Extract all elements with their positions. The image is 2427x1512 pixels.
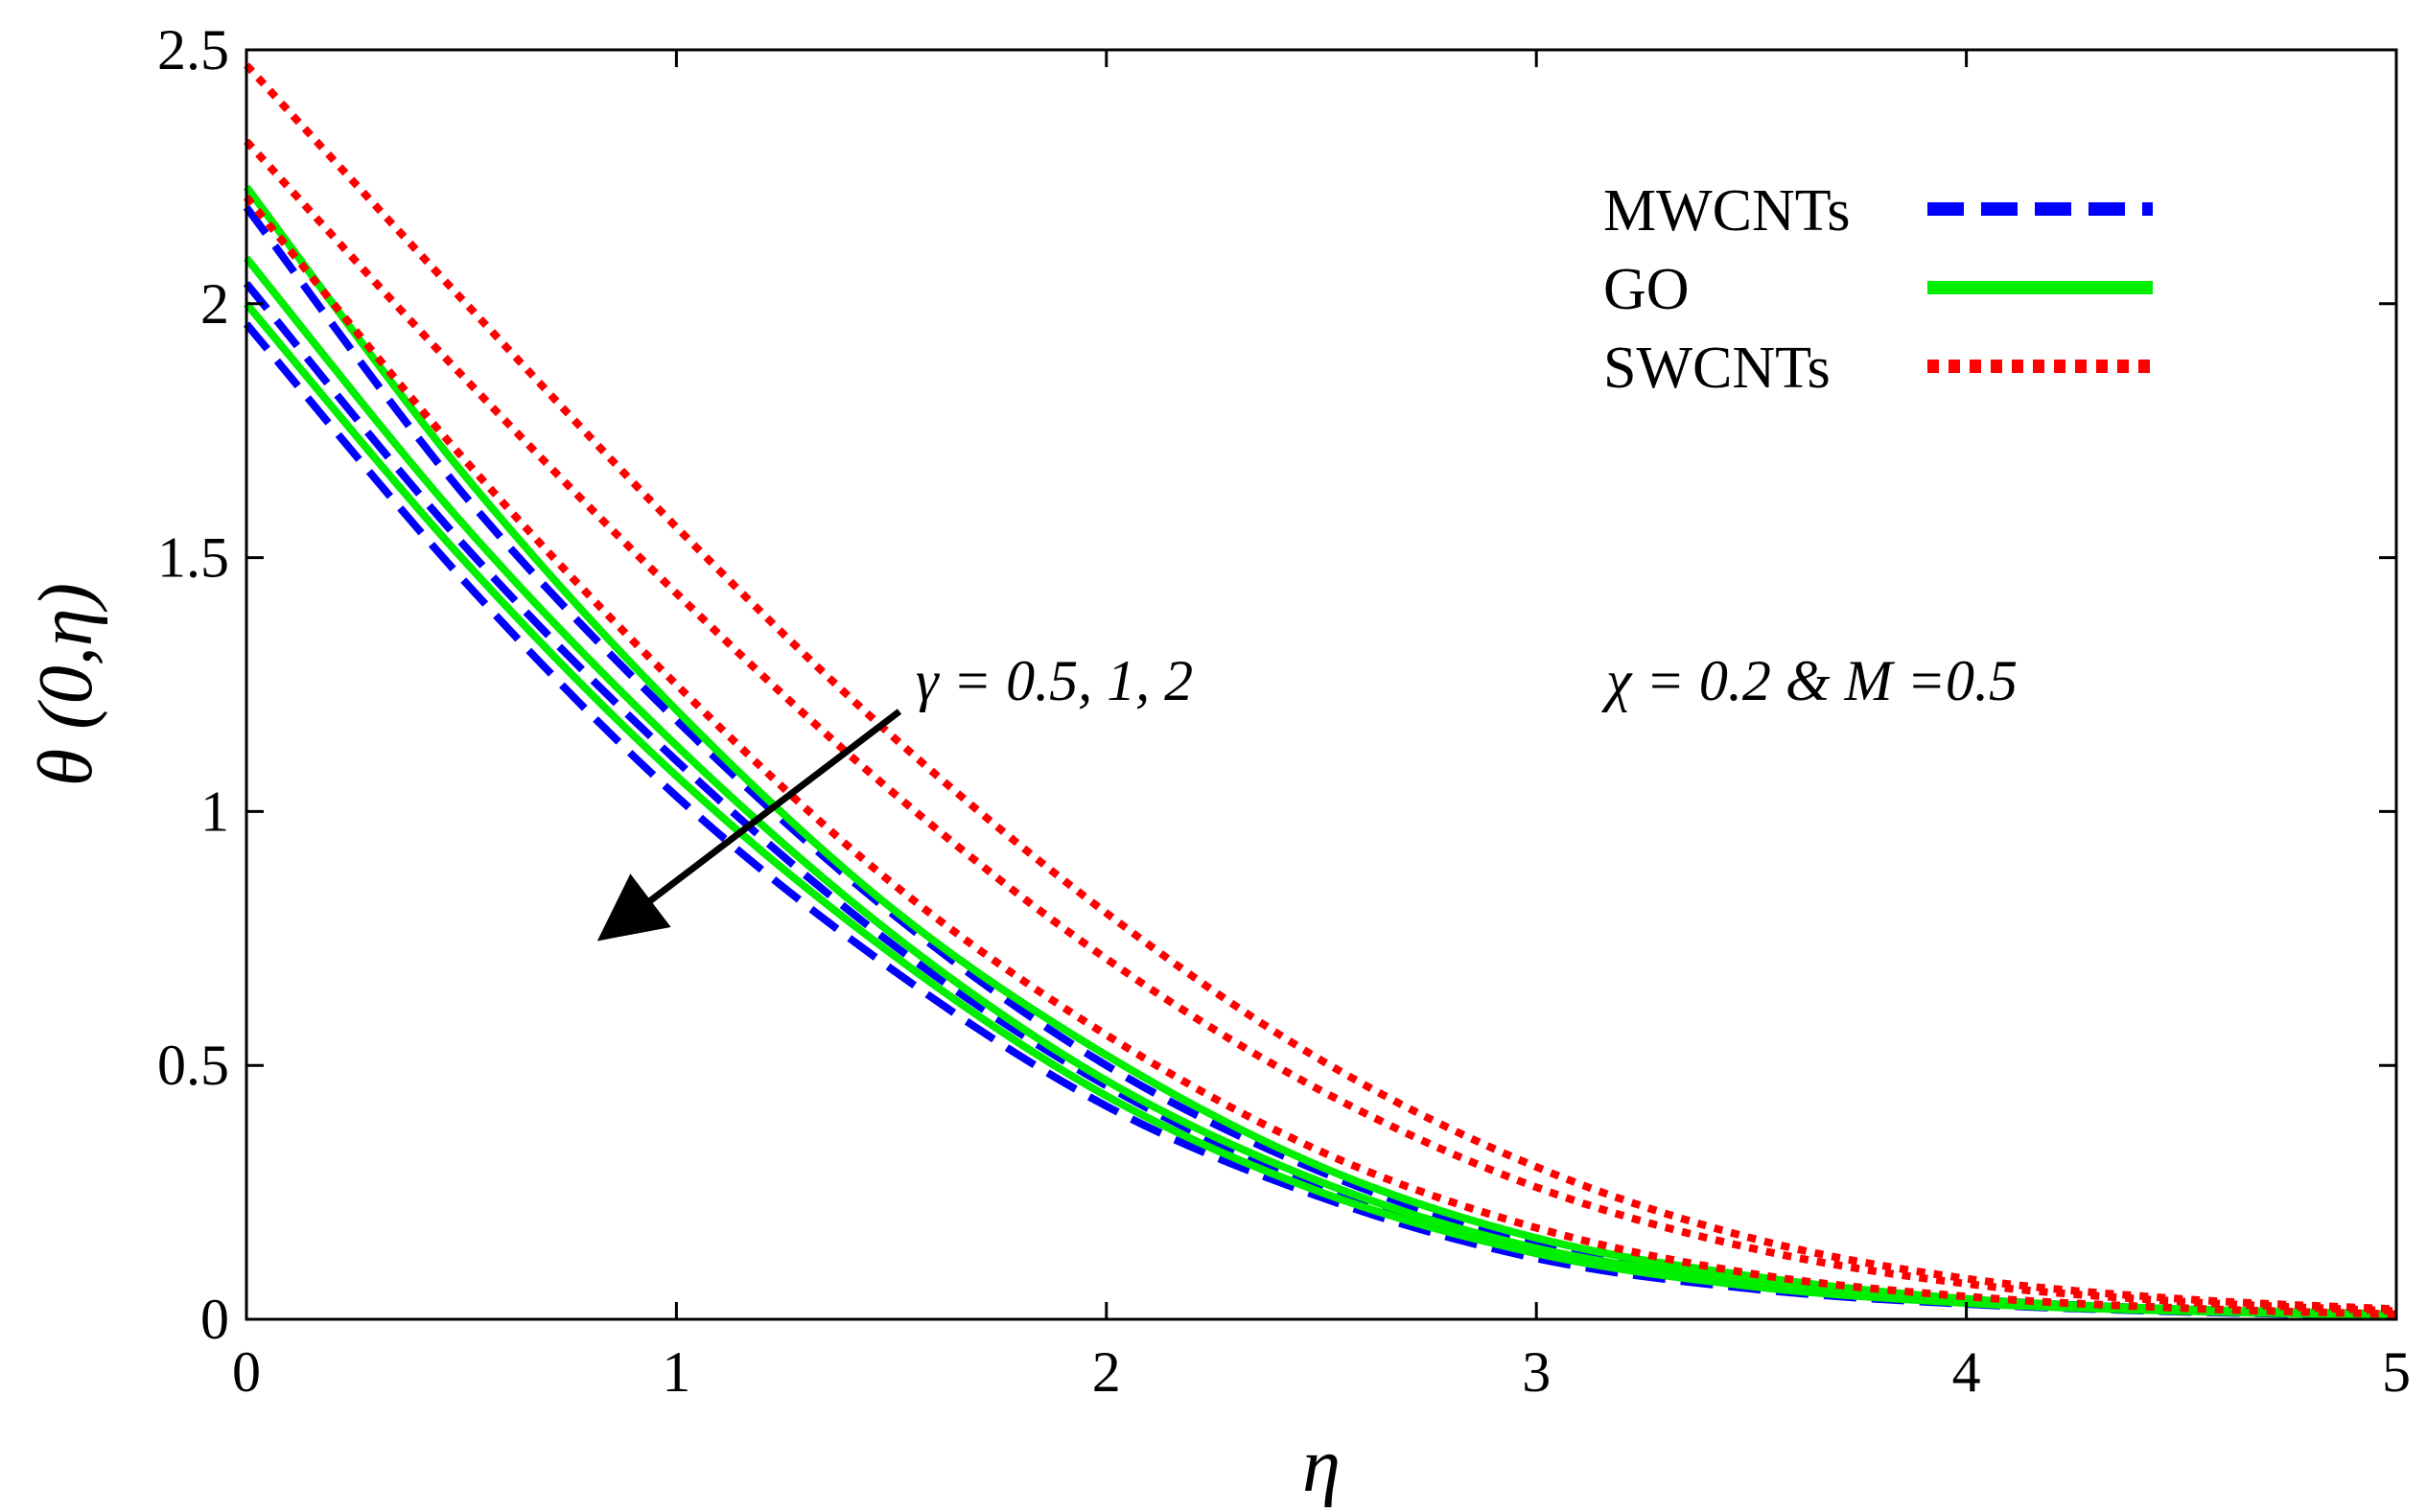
series-line-go-2 xyxy=(243,255,2397,1319)
y-tick-label: 1.5 xyxy=(157,526,229,590)
parameter-annotation: χ = 0.2 & M =0.5 xyxy=(1601,649,2018,712)
y-tick-label: 2 xyxy=(200,272,229,336)
y-tick-label: 2.5 xyxy=(157,18,229,81)
plot-frame xyxy=(245,48,2398,1321)
gamma-trend-arrow xyxy=(596,709,902,942)
y-tick-label: 1 xyxy=(200,779,229,843)
legend-label-go: GO xyxy=(1603,257,1690,322)
series-lines xyxy=(243,62,2397,1320)
x-tick-label: 1 xyxy=(662,1340,690,1404)
y-axis-title: θ (0,η) xyxy=(24,583,108,786)
axis-tick-labels: 0 1 2 3 4 5 0 0.5 1 1.5 2 2.5 xyxy=(157,18,2411,1404)
series-line-swcnts-3 xyxy=(243,195,2397,1318)
legend-label-mwcnts: MWCNTs xyxy=(1603,178,1850,244)
legend-label-swcnts: SWCNTs xyxy=(1603,336,1831,401)
x-tick-label: 0 xyxy=(232,1340,261,1404)
x-tick-label: 4 xyxy=(1952,1340,1981,1404)
x-tick-label: 3 xyxy=(1522,1340,1551,1404)
series-line-go-3 xyxy=(243,301,2397,1319)
x-axis-title: η xyxy=(1302,1424,1341,1508)
series-line-swcnts-2 xyxy=(244,138,2397,1315)
gamma-annotation: γ = 0.5, 1, 2 xyxy=(916,649,1193,712)
y-tick-label: 0 xyxy=(200,1288,229,1351)
x-tick-label: 2 xyxy=(1092,1340,1121,1404)
series-line-mwcnts-1 xyxy=(243,204,2397,1318)
legend: MWCNTs GO SWCNTs xyxy=(1603,178,2153,401)
x-tick-label: 5 xyxy=(2382,1340,2411,1404)
axis-ticks xyxy=(245,48,2398,1321)
series-line-go-1 xyxy=(243,184,2397,1318)
series-line-mwcnts-2 xyxy=(243,281,2397,1319)
y-tick-label: 0.5 xyxy=(157,1034,229,1097)
